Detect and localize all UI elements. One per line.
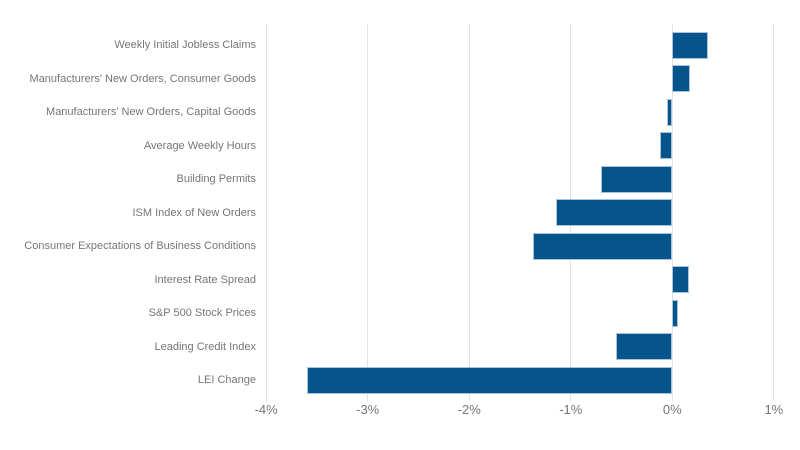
category-label: Leading Credit Index [154,340,256,353]
x-tick-label: -3% [356,402,380,417]
bar [601,165,673,193]
x-tick-label: 0% [662,402,682,417]
gridline-1 [773,24,775,401]
category-label: Consumer Expectations of Business Condit… [24,240,256,252]
bar [667,98,673,126]
category-label: Manufacturers' New Orders, Consumer Good… [29,72,256,85]
x-tick-label: 1% [764,402,784,417]
category-label: Average Weekly Hours [143,139,256,152]
gridline-0 [671,24,673,401]
category-label: LEI Change [197,374,256,386]
x-tick-label: -4% [254,402,278,417]
bar [672,65,690,92]
gridline--2 [468,24,470,401]
bar [672,266,689,293]
category-label: ISM Index of New Orders [132,206,257,219]
category-label: Interest Rate Spread [154,273,256,286]
x-tick-label: -2% [457,402,481,417]
bar [660,132,673,159]
category-label: Building Permits [176,173,256,185]
category-label: Manufacturers' New Orders, Capital Goods [46,106,256,118]
bar [672,31,708,59]
category-label: Weekly Initial Jobless Claims [114,39,256,51]
category-label: S&P 500 Stock Prices [148,307,256,319]
gridline--4 [265,24,267,401]
bar [616,333,673,360]
bar [533,232,673,260]
bar [555,199,673,226]
bar [306,366,673,394]
bar [672,299,679,327]
x-tick-label: -1% [559,402,583,417]
gridline--3 [367,24,369,401]
